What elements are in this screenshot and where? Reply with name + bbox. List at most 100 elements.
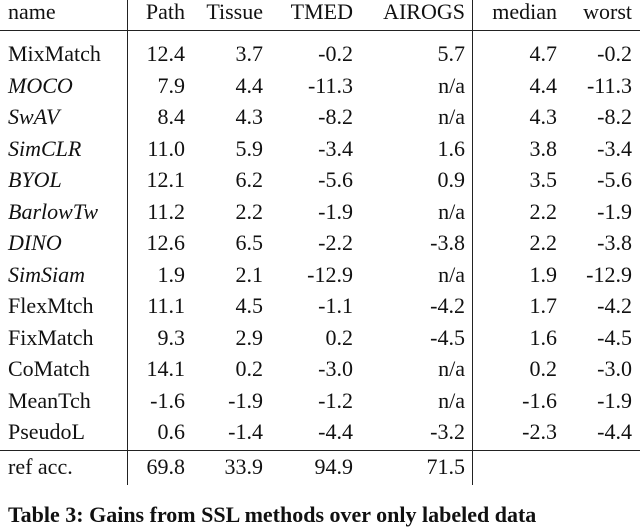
cell: 0.2 — [235, 356, 264, 381]
cell: -1.4 — [228, 419, 263, 444]
cell: median — [492, 0, 557, 24]
cell: -8.2 — [318, 104, 353, 129]
cell: -12.9 — [586, 261, 632, 287]
row-label: FixMatch — [8, 324, 94, 350]
cell: 3.7 — [235, 41, 264, 66]
cell: 8.4 — [157, 104, 186, 129]
header-rule — [0, 30, 640, 31]
cell: -3.4 — [597, 135, 632, 161]
cell: -3.8 — [597, 230, 632, 255]
cell: -0.2 — [318, 41, 353, 66]
cell: -8.2 — [597, 104, 632, 129]
cell: -0.2 — [597, 41, 632, 66]
cell: 5.7 — [437, 41, 466, 66]
cell: -2.2 — [318, 230, 353, 255]
row-label: MixMatch — [8, 41, 101, 66]
cell: n/a — [438, 198, 465, 224]
column-rule — [127, 0, 128, 485]
cell: 6.2 — [235, 167, 264, 192]
cell: -2.3 — [522, 419, 557, 444]
cell: -1.6 — [150, 387, 185, 413]
cell: -12.9 — [307, 261, 353, 287]
cell: -1.9 — [228, 387, 263, 413]
cell: worst — [583, 0, 632, 24]
cell: 2.1 — [235, 261, 264, 287]
cell: 1.9 — [157, 261, 186, 287]
row-label: ref acc. — [8, 454, 73, 479]
cell: 4.7 — [529, 41, 558, 66]
cell: n/a — [438, 261, 465, 287]
cell: 5.9 — [235, 135, 264, 161]
cell: 14.1 — [146, 356, 186, 381]
cell: 0.2 — [529, 356, 558, 381]
cell: 7.9 — [157, 72, 186, 98]
row-label: MeanTch — [8, 387, 91, 413]
cell: 12.1 — [146, 167, 186, 192]
cell: 1.6 — [437, 135, 466, 161]
cell: n/a — [438, 72, 465, 98]
cell: -4.2 — [430, 293, 465, 318]
row-label: PseudoL — [8, 419, 85, 444]
cell: 11.0 — [147, 135, 185, 161]
cell: Tissue — [206, 0, 263, 24]
cell: TMED — [290, 0, 353, 24]
caption: Table 3: Gains from SSL methods over onl… — [8, 502, 537, 527]
cell: 1.9 — [529, 261, 558, 287]
cell: 0.6 — [157, 419, 186, 444]
cell: -4.2 — [597, 293, 632, 318]
cell: 4.3 — [529, 104, 558, 129]
cell: -5.6 — [597, 167, 632, 192]
cell: 3.5 — [529, 167, 558, 192]
cell: -4.5 — [597, 324, 632, 350]
cell: -1.9 — [597, 198, 632, 224]
cell: -3.0 — [597, 356, 632, 381]
row-label: MOCO — [8, 72, 73, 98]
cell: -1.9 — [318, 198, 353, 224]
column-rule — [472, 0, 473, 485]
cell: Path — [145, 0, 185, 24]
cell: 4.3 — [235, 104, 264, 129]
cell: 4.5 — [235, 293, 264, 318]
row-label: DINO — [8, 230, 62, 255]
cell: 3.8 — [529, 135, 558, 161]
cell: 71.5 — [426, 454, 466, 479]
cell: 0.9 — [437, 167, 466, 192]
cell: 11.2 — [147, 198, 185, 224]
cell: -4.5 — [430, 324, 465, 350]
cell: 4.4 — [235, 72, 264, 98]
cell: 2.2 — [529, 198, 558, 224]
cell: 94.9 — [314, 454, 354, 479]
cell: -11.3 — [307, 72, 353, 98]
cell: -3.0 — [318, 356, 353, 381]
cell: 1.7 — [529, 293, 558, 318]
row-label: BarlowTw — [8, 198, 99, 224]
cell: 11.1 — [147, 293, 185, 318]
cell: -1.6 — [522, 387, 557, 413]
cell: 12.6 — [146, 230, 186, 255]
cell: 12.4 — [146, 41, 186, 66]
row-label: SwAV — [8, 104, 60, 129]
footer-rule — [0, 450, 640, 451]
cell: -1.2 — [318, 387, 353, 413]
row-label: SimCLR — [8, 135, 82, 161]
cell: n/a — [438, 387, 465, 413]
cell: 6.5 — [235, 230, 264, 255]
cell: 1.6 — [529, 324, 558, 350]
cell: 33.9 — [224, 454, 264, 479]
cell: -3.2 — [430, 419, 465, 444]
cell: -3.8 — [430, 230, 465, 255]
row-label: name — [8, 0, 56, 24]
row-label: SimSiam — [8, 261, 85, 287]
cell: 2.2 — [235, 198, 264, 224]
row-label: FlexMtch — [8, 293, 94, 318]
cell: 69.8 — [146, 454, 186, 479]
cell: -4.4 — [597, 419, 632, 444]
cell: -1.1 — [318, 293, 353, 318]
cell: -3.4 — [318, 135, 353, 161]
cell: 9.3 — [157, 324, 186, 350]
cell: 4.4 — [529, 72, 558, 98]
cell: 2.2 — [529, 230, 558, 255]
cell: -5.6 — [318, 167, 353, 192]
cell: -1.9 — [597, 387, 632, 413]
